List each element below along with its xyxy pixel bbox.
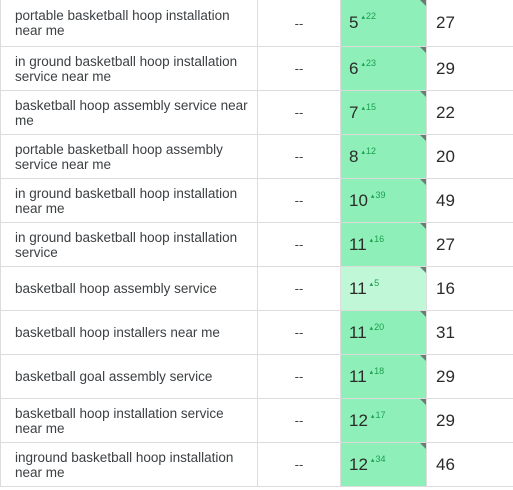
volume-cell: 29 [436, 410, 455, 430]
table-row[interactable]: portable basketball hoop installation ne… [0, 0, 513, 47]
keyword-cell: basketball goal assembly service [0, 355, 258, 398]
rank-value: 5 [349, 13, 359, 32]
volume-cell: 16 [436, 278, 455, 298]
previous-rank-cell: -- [258, 399, 341, 442]
keyword-cell: in ground basketball hoop installation s… [0, 223, 258, 266]
rank-cell[interactable]: 11 20 [341, 311, 427, 354]
rank-change-badge: 17 [371, 410, 385, 420]
table-row[interactable]: basketball hoop installers near me -- 11… [0, 311, 513, 355]
previous-rank-cell: -- [258, 135, 341, 178]
volume-cell: 29 [436, 58, 455, 78]
volume-cell: 22 [436, 102, 455, 122]
previous-rank-cell: -- [258, 223, 341, 266]
keyword-cell: basketball hoop installers near me [0, 311, 258, 354]
table-row[interactable]: portable basketball hoop assembly servic… [0, 135, 513, 179]
table-row[interactable]: inground basketball hoop installation ne… [0, 443, 513, 487]
rank-change-badge: 16 [370, 234, 384, 244]
previous-rank-cell: -- [258, 91, 341, 134]
rank-change-badge: 23 [361, 58, 376, 68]
volume-cell: 31 [436, 322, 455, 342]
rank-cell[interactable]: 12 17 [341, 399, 427, 442]
rank-cell[interactable]: 11 5 [341, 267, 427, 310]
rank-change-badge: 5 [370, 278, 379, 288]
rank-value: 7 [349, 102, 359, 122]
keyword-cell: basketball hoop installation service nea… [0, 399, 258, 442]
rank-change-badge: 39 [371, 190, 385, 200]
keyword-cell: in ground basketball hoop installation n… [0, 179, 258, 222]
rank-cell[interactable]: 7 15 [341, 91, 427, 134]
previous-rank-cell: -- [258, 179, 341, 222]
previous-rank-cell: -- [258, 443, 341, 486]
rank-change-badge: 18 [370, 366, 384, 376]
volume-cell: 27 [436, 234, 455, 254]
rank-change-badge: 20 [370, 322, 384, 332]
keyword-cell: in ground basketball hoop installation s… [0, 47, 258, 90]
rank-cell[interactable]: 11 18 [341, 355, 427, 398]
keyword-cell: basketball hoop assembly service near me [0, 91, 258, 134]
keyword-cell: portable basketball hoop installation ne… [0, 0, 258, 46]
volume-cell: 29 [436, 366, 455, 386]
rank-cell[interactable]: 11 16 [341, 223, 427, 266]
previous-rank-cell: -- [258, 267, 341, 310]
keyword-cell: basketball hoop assembly service [0, 267, 258, 310]
rank-value: 11 [349, 278, 367, 298]
previous-rank-cell: -- [258, 0, 341, 46]
rank-value: 8 [349, 146, 359, 166]
rank-cell[interactable]: 12 34 [341, 443, 427, 486]
rank-value: 11 [349, 322, 367, 342]
previous-rank-cell: -- [258, 311, 341, 354]
rank-value: 11 [349, 366, 367, 386]
previous-rank-cell: -- [258, 47, 341, 90]
rank-value: 12 [349, 454, 368, 474]
rank-change-badge: 15 [361, 102, 376, 112]
rank-value: 10 [349, 190, 368, 210]
table-row[interactable]: basketball hoop assembly service near me… [0, 91, 513, 135]
rank-value: 6 [349, 58, 359, 78]
table-row[interactable]: in ground basketball hoop installation s… [0, 47, 513, 91]
rank-change-badge: 12 [361, 146, 376, 156]
volume-cell: 20 [436, 146, 455, 166]
keyword-cell: inground basketball hoop installation ne… [0, 443, 258, 486]
table-row[interactable]: in ground basketball hoop installation n… [0, 179, 513, 223]
volume-cell: 49 [436, 190, 455, 210]
rank-change-badge: 22 [361, 11, 376, 21]
rank-cell[interactable]: 8 12 [341, 135, 427, 178]
volume-cell: 46 [436, 454, 455, 474]
rank-value: 11 [349, 234, 367, 254]
rank-cell[interactable]: 5 22 [341, 0, 427, 46]
rank-change-badge: 34 [371, 454, 385, 464]
volume-cell: 27 [436, 13, 455, 32]
rank-cell[interactable]: 6 23 [341, 47, 427, 90]
table-row[interactable]: in ground basketball hoop installation s… [0, 223, 513, 267]
previous-rank-cell: -- [258, 355, 341, 398]
rank-value: 12 [349, 410, 368, 430]
rank-cell[interactable]: 10 39 [341, 179, 427, 222]
keyword-cell: portable basketball hoop assembly servic… [0, 135, 258, 178]
table-row[interactable]: basketball goal assembly service -- 11 1… [0, 355, 513, 399]
table-row[interactable]: basketball hoop assembly service -- 11 5… [0, 267, 513, 311]
table-row[interactable]: basketball hoop installation service nea… [0, 399, 513, 443]
